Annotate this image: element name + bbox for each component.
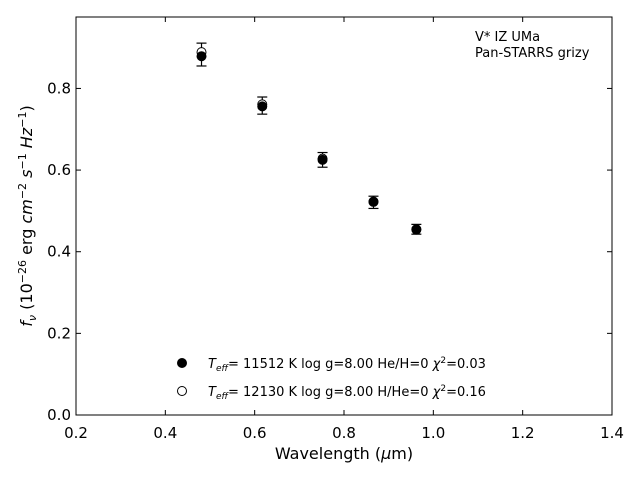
legend-entry-2: Teff= 12130 K log g=8.00 H/He=0 χ2=0.16 <box>208 384 486 402</box>
x-tick-label: 1.0 <box>421 424 445 442</box>
data-point-filled <box>196 51 207 62</box>
data-point-filled <box>368 196 379 207</box>
annotation-survey: Pan-STARRS grizy <box>475 46 590 61</box>
x-tick-label: 0.2 <box>64 424 88 442</box>
annotation-star: V* IZ UMa <box>475 30 540 45</box>
data-point-filled <box>317 154 328 165</box>
axis-ticks <box>75 17 613 416</box>
x-tick-label: 0.8 <box>332 424 356 442</box>
x-tick-label: 1.4 <box>600 424 624 442</box>
x-tick-label: 0.6 <box>243 424 267 442</box>
series-open-markers <box>196 47 422 235</box>
y-tick-labels: 0.0 0.2 0.4 0.6 0.8 <box>47 79 71 424</box>
data-point-filled <box>411 224 422 235</box>
x-axis-title: Wavelength (μm) <box>275 444 413 463</box>
data-point-filled <box>257 101 268 112</box>
y-tick-label: 0.0 <box>47 406 71 424</box>
x-tick-label: 0.4 <box>153 424 177 442</box>
legend-entry-1: Teff= 11512 K log g=8.00 He/H=0 χ2=0.03 <box>208 356 486 374</box>
y-tick-label: 0.2 <box>47 324 71 342</box>
y-tick-label: 0.6 <box>47 161 71 179</box>
x-tick-labels: 0.2 0.4 0.6 0.8 1.0 1.2 1.4 <box>64 424 624 442</box>
y-tick-label: 0.4 <box>47 243 71 261</box>
y-axis-title: fν (10−26 erg cm−2 s−1 Hz−1) <box>16 105 39 326</box>
legend-marker-open <box>177 386 187 396</box>
error-bars <box>196 42 422 235</box>
x-tick-label: 1.2 <box>511 424 535 442</box>
series-filled-markers <box>196 51 422 235</box>
legend: Teff= 11512 K log g=8.00 He/H=0 χ2=0.03 … <box>177 356 486 402</box>
y-tick-label: 0.8 <box>47 79 71 97</box>
legend-marker-filled <box>177 358 187 368</box>
plot-frame <box>75 16 613 416</box>
